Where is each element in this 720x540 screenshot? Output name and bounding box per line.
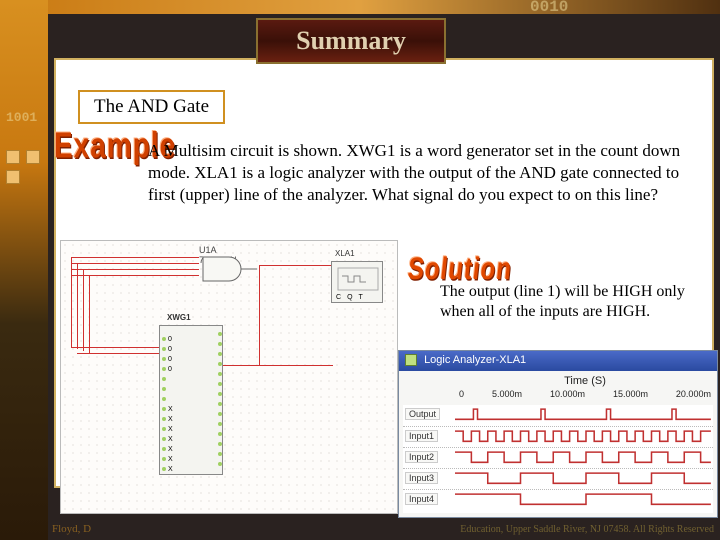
trace-label: Input3 bbox=[405, 472, 438, 484]
decor-digits-top: 0010 bbox=[530, 0, 568, 16]
and-gate-icon bbox=[199, 255, 259, 283]
tick: 0 bbox=[459, 389, 464, 399]
decor-digits-left: 1001 bbox=[6, 110, 37, 125]
trace-label: Input1 bbox=[405, 430, 438, 442]
axis-ticks: 0 5.000m 10.000m 15.000m 20.000m bbox=[457, 389, 713, 399]
xla-port: C bbox=[336, 294, 341, 301]
axis-title: Time (S) bbox=[457, 375, 713, 387]
body-text: A Multisim circuit is shown. XWG1 is a w… bbox=[148, 140, 688, 206]
analyzer-icon bbox=[405, 354, 417, 366]
trace-label: Output bbox=[405, 408, 440, 420]
xla-label: XLA1 bbox=[335, 249, 355, 258]
xwg-label: XWG1 bbox=[167, 313, 191, 322]
xwg-instrument: 0000XXXXXXX bbox=[159, 325, 223, 475]
trace-label: Input2 bbox=[405, 451, 438, 463]
trace-label: Input4 bbox=[405, 493, 438, 505]
chip-label: U1A bbox=[199, 245, 217, 255]
page-title-banner: Summary bbox=[256, 18, 446, 64]
tick: 15.000m bbox=[613, 389, 648, 399]
trace-area: Output Input1 Input2 Input3 Input4 bbox=[403, 405, 713, 513]
xla-port: T bbox=[359, 294, 363, 301]
xla-instrument: C Q T bbox=[331, 261, 383, 303]
circuit-diagram: U1A 74LS21N XLA1 XWG1 C Q T 0000XXXXXXX bbox=[60, 240, 398, 514]
tick: 5.000m bbox=[492, 389, 522, 399]
xla-port: Q bbox=[347, 294, 352, 301]
tick: 10.000m bbox=[550, 389, 585, 399]
analyzer-title: Logic Analyzer-XLA1 bbox=[424, 354, 526, 366]
decor-left-strip bbox=[0, 0, 48, 540]
subtitle-box: The AND Gate bbox=[78, 90, 225, 124]
solution-text: The output (line 1) will be HIGH only wh… bbox=[440, 282, 690, 322]
analyzer-window: Logic Analyzer-XLA1 Time (S) 0 5.000m 10… bbox=[398, 350, 718, 518]
analyzer-titlebar: Logic Analyzer-XLA1 bbox=[399, 351, 717, 371]
footer-right: Education, Upper Saddle River, NJ 07458.… bbox=[460, 524, 714, 535]
footer-left: Floyd, D bbox=[52, 523, 91, 535]
decor-top-strip bbox=[0, 0, 720, 14]
tick: 20.000m bbox=[676, 389, 711, 399]
